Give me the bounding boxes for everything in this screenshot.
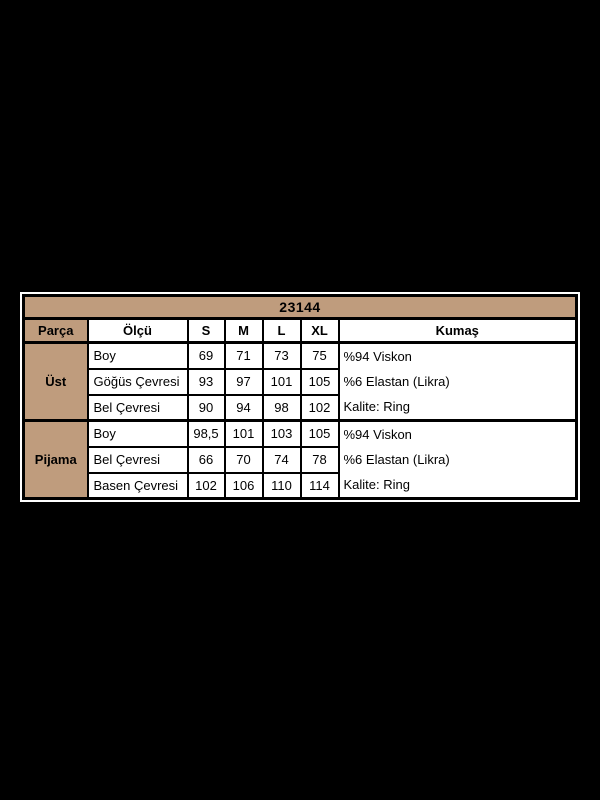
- fabric-stack: %94 Viskon %6 Elastan (Likra) Kalite: Ri…: [344, 344, 576, 419]
- size-value-xl: 105: [299, 419, 340, 448]
- col-header-parca: Parça: [22, 317, 89, 344]
- size-value-l: 110: [261, 471, 302, 500]
- size-chart-table: 23144 Parça Ölçü S M L XL Kumaş Üst Boy …: [22, 294, 578, 500]
- table-row: Bel Çevresi 90 94 98 102: [24, 393, 577, 422]
- table-row: Göğüs Çevresi 93 97 101 105: [24, 367, 577, 396]
- size-value-m: 70: [223, 445, 264, 474]
- fabric-line: %94 Viskon: [343, 349, 412, 364]
- fabric-line: %6 Elastan (Likra): [343, 452, 450, 467]
- size-value-m: 97: [223, 367, 264, 396]
- group-name-ust: Üst: [22, 341, 89, 422]
- title-row: 23144: [22, 294, 578, 320]
- fabric-info-ust: %94 Viskon %6 Elastan (Likra) Kalite: Ri…: [337, 341, 578, 422]
- size-value-xl: 105: [299, 367, 340, 396]
- col-header-size-s: S: [186, 317, 226, 344]
- size-value-s: 93: [186, 367, 226, 396]
- size-value-m: 106: [223, 471, 264, 500]
- size-value-l: 73: [261, 341, 302, 370]
- col-header-size-m: M: [223, 317, 264, 344]
- table-row: Üst Boy 69 71 73 75 %94 Viskon %6 Elasta…: [22, 341, 578, 422]
- measure-label: Boy: [86, 419, 189, 448]
- size-value-s: 98,5: [186, 419, 226, 448]
- table-row: Basen Çevresi 102 106 110 114: [24, 471, 577, 500]
- measure-label: Bel Çevresi: [86, 393, 189, 422]
- table-row: Pijama Boy 98,5 101 103 105 %94 Viskon %…: [22, 419, 578, 500]
- group-name-pijama: Pijama: [22, 419, 89, 500]
- fabric-line: %94 Viskon: [343, 427, 412, 442]
- size-value-xl: 102: [299, 393, 340, 422]
- col-header-kumas: Kumaş: [337, 317, 578, 344]
- size-value-l: 103: [261, 419, 302, 448]
- size-value-xl: 75: [299, 341, 340, 370]
- size-value-xl: 114: [299, 471, 340, 500]
- size-value-l: 74: [261, 445, 302, 474]
- size-value-m: 101: [223, 419, 264, 448]
- measure-label: Boy: [86, 341, 189, 370]
- fabric-line: Kalite: Ring: [343, 477, 410, 492]
- measure-label: Bel Çevresi: [86, 445, 189, 474]
- fabric-line: Kalite: Ring: [343, 399, 410, 414]
- size-value-m: 71: [223, 341, 264, 370]
- size-value-l: 98: [261, 393, 302, 422]
- fabric-info-pijama: %94 Viskon %6 Elastan (Likra) Kalite: Ri…: [337, 419, 578, 500]
- size-value-l: 101: [261, 367, 302, 396]
- size-chart-outline: 23144 Parça Ölçü S M L XL Kumaş Üst Boy …: [20, 292, 580, 502]
- col-header-olcu: Ölçü: [86, 317, 189, 344]
- size-value-m: 94: [223, 393, 264, 422]
- column-header-row: Parça Ölçü S M L XL Kumaş: [22, 317, 578, 344]
- size-value-s: 69: [186, 341, 226, 370]
- size-value-s: 102: [186, 471, 226, 500]
- fabric-line: %6 Elastan (Likra): [343, 374, 450, 389]
- product-code: 23144: [22, 294, 578, 320]
- measure-label: Göğüs Çevresi: [86, 367, 189, 396]
- size-value-s: 66: [186, 445, 226, 474]
- size-value-s: 90: [186, 393, 226, 422]
- col-header-size-xl: XL: [299, 317, 340, 344]
- table-row: Bel Çevresi 66 70 74 78: [24, 445, 577, 474]
- col-header-size-l: L: [261, 317, 302, 344]
- fabric-stack: %94 Viskon %6 Elastan (Likra) Kalite: Ri…: [344, 422, 576, 497]
- size-value-xl: 78: [299, 445, 340, 474]
- measure-label: Basen Çevresi: [86, 471, 189, 500]
